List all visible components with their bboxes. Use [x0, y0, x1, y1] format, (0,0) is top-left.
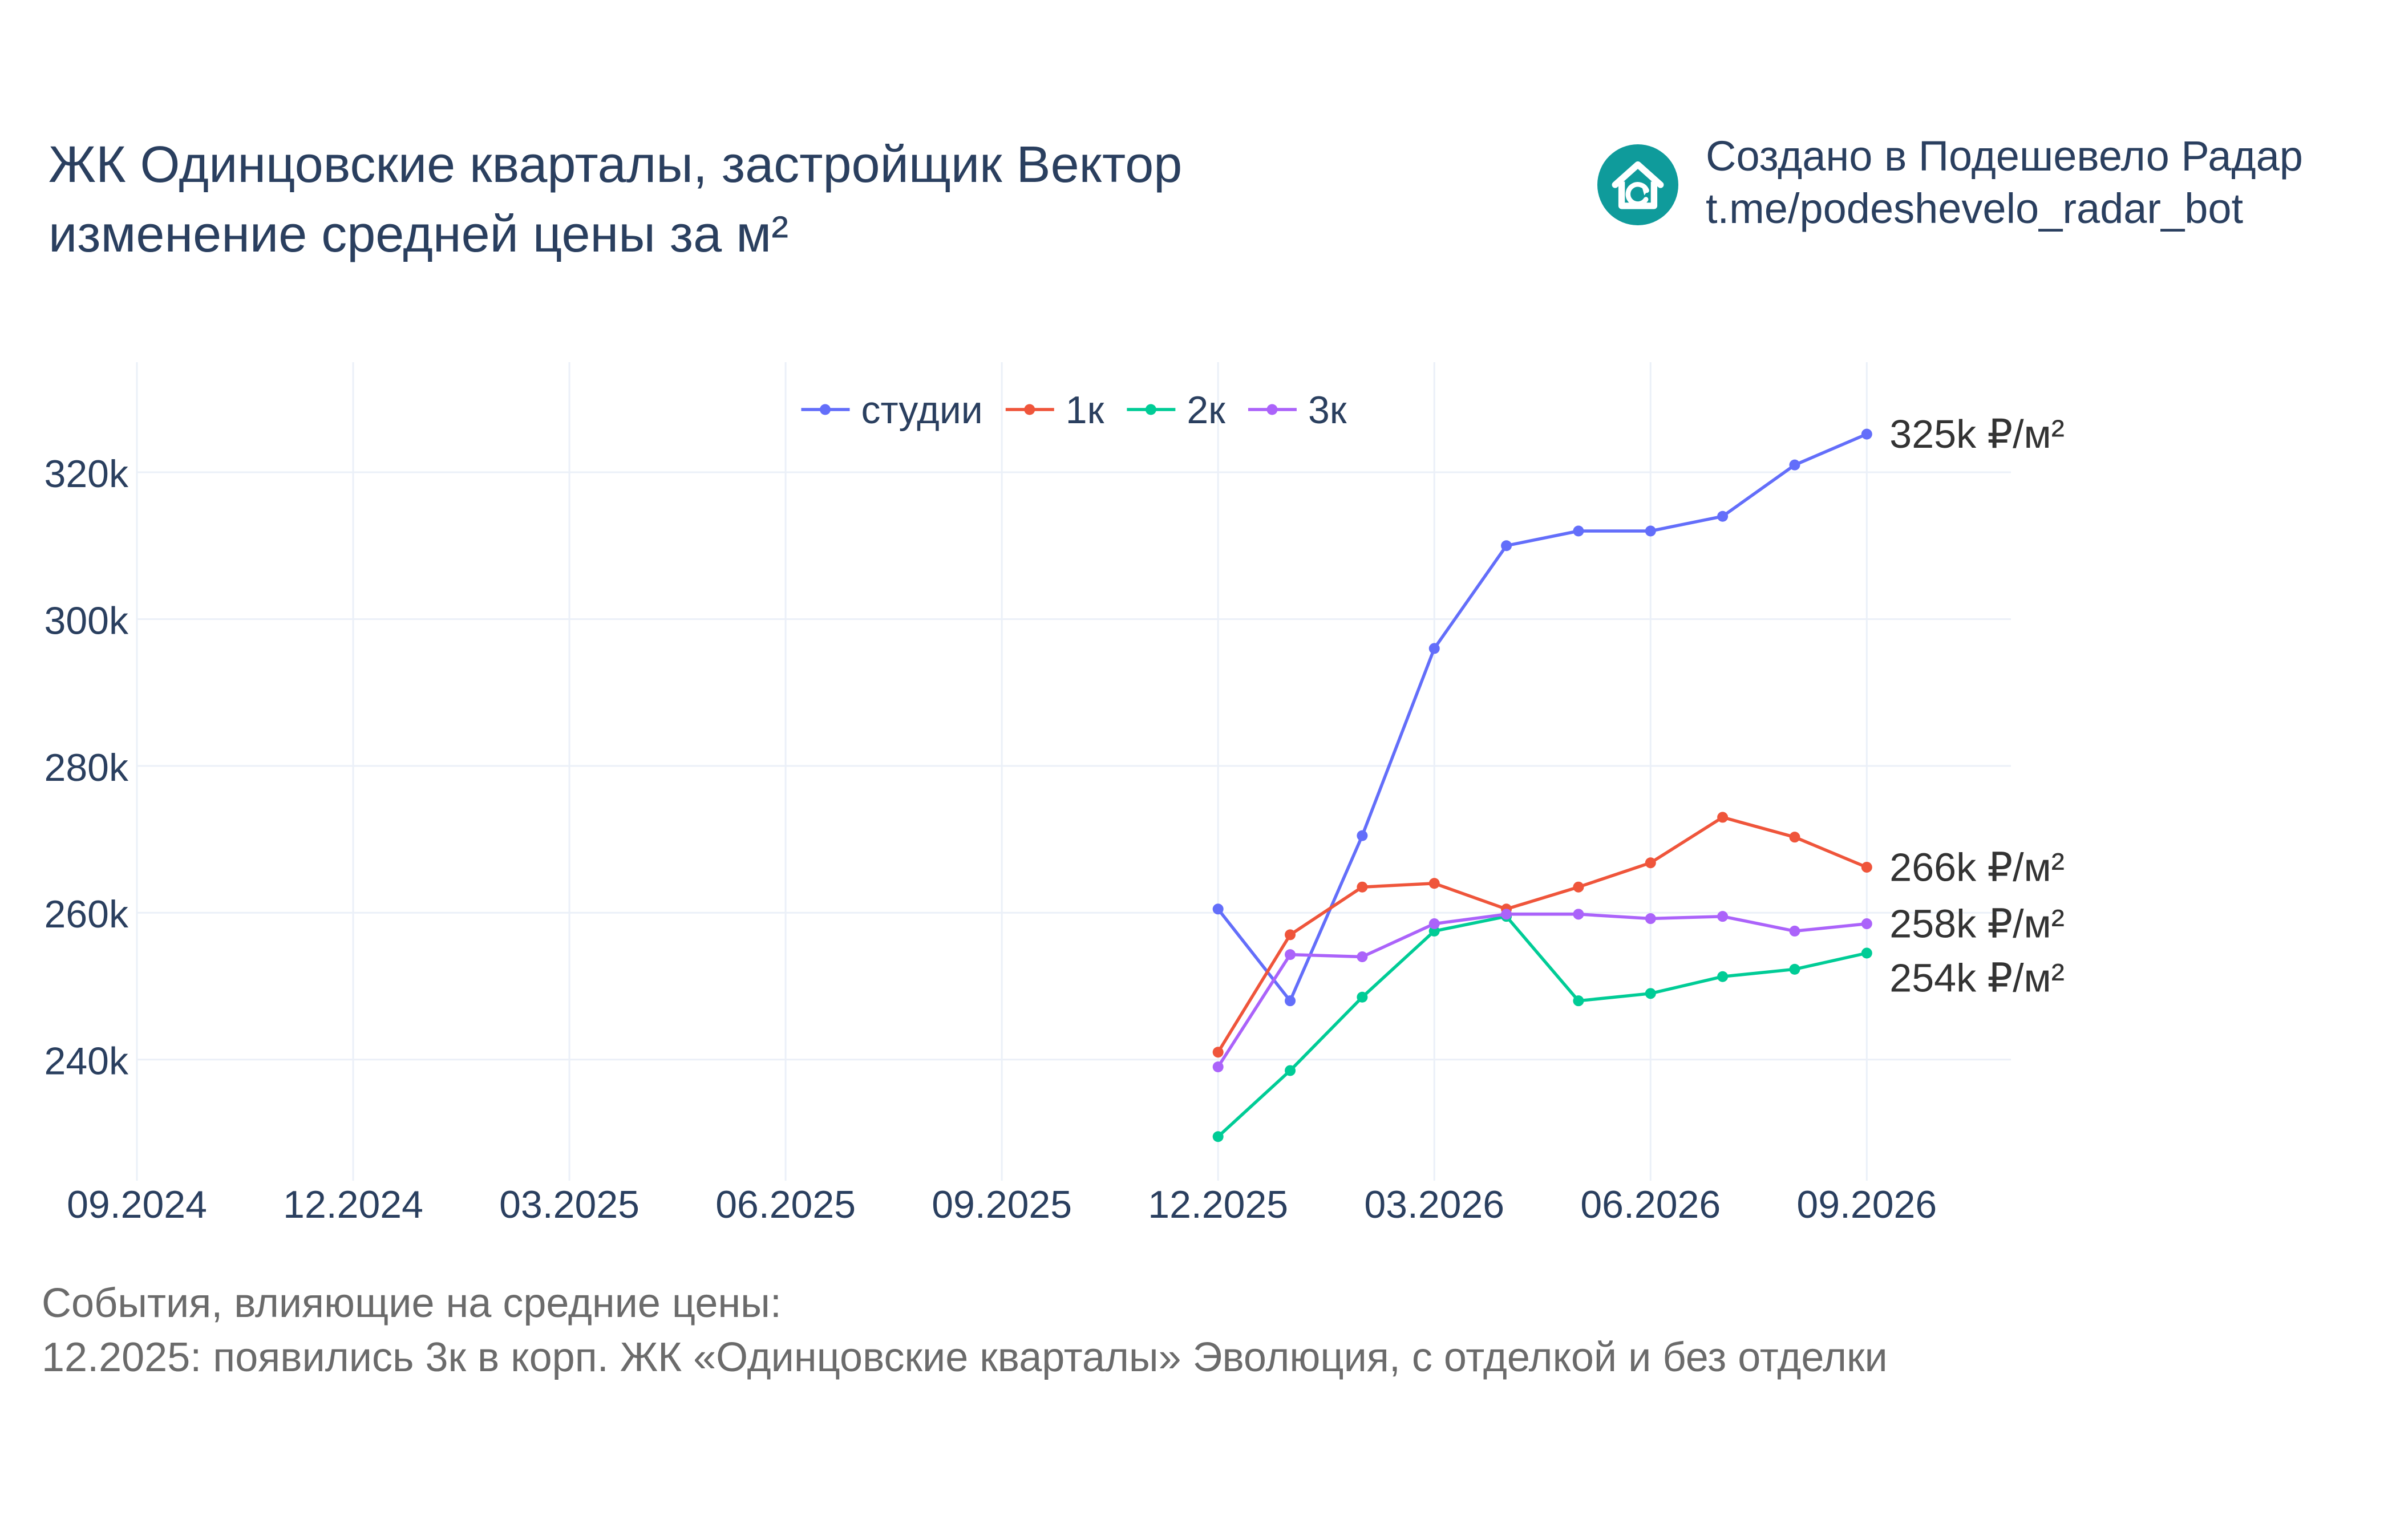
data-point — [1501, 540, 1512, 552]
data-point — [1357, 830, 1368, 841]
title-line-2: изменение средней цены за м² — [48, 206, 789, 263]
data-point — [1789, 459, 1800, 471]
end-value-label: 254k ₽/м² — [1889, 956, 2065, 1000]
end-value-label: 266k ₽/м² — [1889, 845, 2065, 889]
data-point — [1212, 1131, 1224, 1142]
data-point — [1212, 1047, 1224, 1058]
series-line — [1217, 914, 1867, 1138]
data-point — [1501, 909, 1512, 920]
legend-label: студии — [861, 388, 982, 432]
events-heading: События, влияющие на средние цены: — [42, 1280, 782, 1326]
data-point — [1717, 911, 1729, 922]
event-item: 12.2025: появились 3к в корп. ЖК «Одинцо… — [42, 1335, 1888, 1380]
brand-name: Создано в Подешевело Радар — [1706, 132, 2303, 180]
data-point — [1285, 1065, 1296, 1076]
data-point — [1717, 510, 1729, 522]
data-point — [1428, 918, 1440, 930]
y-tick-label: 300k — [44, 599, 129, 642]
data-point — [1428, 643, 1440, 654]
series-line — [1217, 432, 1868, 1003]
legend-marker — [1024, 404, 1035, 415]
data-point — [1645, 988, 1656, 999]
x-tick-label: 12.2025 — [1148, 1183, 1288, 1226]
data-point — [1285, 949, 1296, 961]
x-tick-label: 03.2026 — [1364, 1183, 1504, 1226]
end-value-label: 325k ₽/м² — [1889, 412, 2065, 456]
y-tick-label: 320k — [44, 452, 129, 496]
x-tick-label: 03.2025 — [499, 1183, 640, 1226]
data-point — [1645, 525, 1656, 537]
data-point — [1717, 812, 1729, 823]
legend-label: 1к — [1066, 388, 1105, 432]
end-value-label: 258k ₽/м² — [1889, 902, 2065, 946]
data-point — [1357, 991, 1368, 1003]
x-tick-label: 09.2024 — [67, 1183, 207, 1226]
x-tick-label: 12.2024 — [283, 1183, 423, 1226]
legend-label: 2к — [1187, 388, 1226, 432]
house-refresh-icon — [1597, 144, 1678, 225]
data-point — [1357, 881, 1368, 893]
brand-link[interactable]: t.me/podeshevelo_radar_bot — [1706, 185, 2244, 232]
data-point — [1428, 878, 1440, 889]
legend-marker — [1266, 404, 1278, 415]
data-point — [1789, 925, 1800, 937]
data-point — [1789, 963, 1800, 975]
legend-label: 3к — [1308, 388, 1347, 432]
x-tick-label: 06.2026 — [1580, 1183, 1721, 1226]
x-tick-label: 09.2025 — [932, 1183, 1072, 1226]
events-note: События, влияющие на средние цены: 12.20… — [42, 1276, 1888, 1385]
legend-marker — [819, 404, 831, 415]
data-point — [1285, 929, 1296, 941]
data-point — [1573, 881, 1584, 893]
legend-marker — [1145, 404, 1156, 415]
data-point — [1861, 918, 1872, 930]
data-point — [1285, 995, 1296, 1007]
branding: Создано в Подешевело Радар t.me/podeshev… — [1597, 130, 2303, 235]
data-point — [1573, 995, 1584, 1007]
data-point — [1861, 947, 1872, 959]
data-point — [1645, 857, 1656, 869]
data-point — [1357, 951, 1368, 962]
data-point — [1645, 913, 1656, 925]
y-tick-label: 260k — [44, 893, 129, 936]
data-point — [1573, 525, 1584, 537]
y-tick-label: 280k — [44, 746, 129, 789]
title-line-1: ЖК Одинцовские кварталы, застройщик Вект… — [48, 136, 1183, 193]
data-point — [1717, 971, 1729, 982]
data-point — [1789, 832, 1800, 843]
data-point — [1212, 1061, 1224, 1073]
data-point — [1212, 903, 1224, 915]
data-point — [1861, 428, 1872, 440]
data-point — [1573, 909, 1584, 920]
data-point — [1861, 861, 1872, 873]
series-line — [1216, 816, 1868, 1053]
brand-text: Создано в Подешевело Радар t.me/podeshev… — [1706, 130, 2303, 235]
y-tick-label: 240k — [44, 1040, 129, 1083]
chart-title: ЖК Одинцовские кварталы, застройщик Вект… — [48, 130, 1182, 269]
x-tick-label: 09.2026 — [1796, 1183, 1937, 1226]
x-tick-label: 06.2025 — [715, 1183, 856, 1226]
series-line — [1216, 913, 1867, 1068]
